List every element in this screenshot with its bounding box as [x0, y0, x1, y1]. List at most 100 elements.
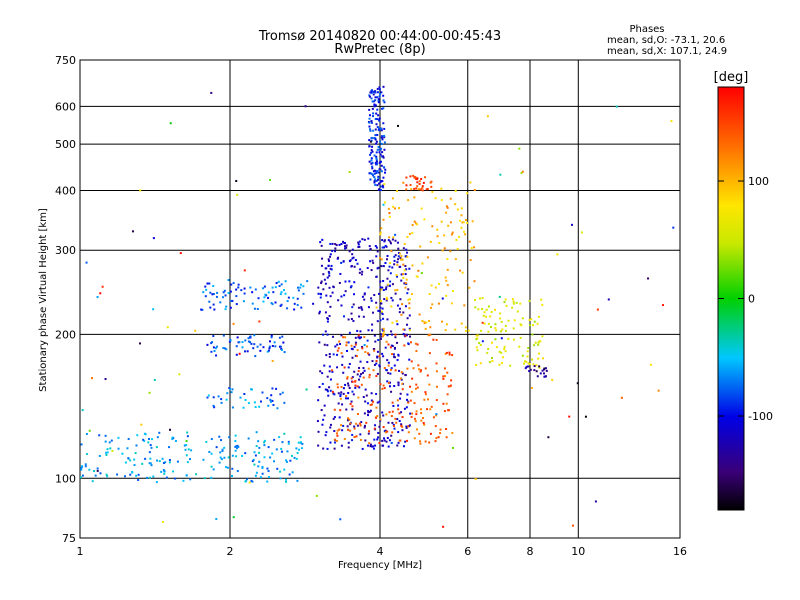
data-point	[376, 91, 379, 94]
data-point	[329, 423, 332, 426]
data-point	[322, 418, 325, 421]
data-point	[362, 396, 365, 399]
data-point	[486, 115, 489, 118]
data-point	[396, 263, 399, 266]
data-point	[348, 280, 351, 283]
data-point	[383, 298, 386, 301]
data-point	[405, 188, 408, 191]
data-point	[469, 181, 472, 184]
data-point	[376, 118, 379, 121]
data-point	[377, 309, 380, 312]
data-point	[220, 458, 223, 461]
data-point	[280, 447, 283, 450]
data-point	[336, 434, 339, 437]
data-point	[133, 458, 136, 461]
data-point	[367, 410, 370, 413]
data-point	[230, 283, 233, 286]
data-point	[381, 411, 384, 414]
data-point	[381, 184, 384, 187]
data-point	[354, 336, 357, 339]
data-point	[297, 286, 300, 289]
data-point	[236, 470, 239, 473]
data-point	[212, 293, 215, 296]
data-point	[473, 246, 476, 249]
data-point	[544, 367, 547, 370]
data-point	[331, 242, 334, 245]
data-point	[449, 197, 452, 200]
data-point	[389, 280, 392, 283]
data-point	[296, 303, 299, 306]
data-point	[356, 329, 359, 332]
data-point	[359, 268, 362, 271]
data-point	[380, 185, 383, 188]
data-point	[533, 344, 536, 347]
data-point	[383, 127, 386, 130]
data-point	[411, 264, 414, 267]
data-point	[185, 454, 188, 457]
data-point	[282, 289, 285, 292]
data-point	[346, 428, 349, 431]
data-point	[276, 467, 279, 470]
data-point	[323, 404, 326, 407]
data-point	[160, 470, 163, 473]
data-point	[345, 344, 348, 347]
data-point	[381, 387, 384, 390]
data-point	[446, 258, 449, 261]
data-point	[212, 468, 215, 471]
data-point	[293, 456, 296, 459]
data-point	[373, 347, 376, 350]
data-point	[222, 334, 225, 337]
data-point	[262, 287, 265, 290]
data-point	[355, 422, 358, 425]
data-point	[416, 178, 419, 181]
data-point	[374, 128, 377, 131]
data-point	[369, 247, 372, 250]
data-point	[487, 330, 490, 333]
data-point	[152, 308, 155, 311]
data-point	[351, 253, 354, 256]
data-point	[371, 107, 374, 110]
data-point	[285, 478, 288, 481]
data-point	[446, 268, 449, 271]
data-point	[169, 122, 172, 125]
data-point	[405, 176, 408, 179]
data-point	[326, 390, 329, 393]
data-point	[507, 319, 510, 322]
data-point	[376, 350, 379, 353]
data-point	[234, 449, 237, 452]
data-point	[375, 275, 378, 278]
data-point	[527, 365, 530, 368]
data-point	[252, 458, 255, 461]
data-point	[331, 369, 334, 372]
data-point	[391, 401, 394, 404]
data-point	[346, 377, 349, 380]
data-point	[571, 223, 574, 226]
data-point	[440, 220, 443, 223]
data-point	[350, 347, 353, 350]
data-point	[351, 380, 354, 383]
data-point	[378, 95, 381, 98]
data-point	[491, 359, 494, 362]
data-point	[152, 237, 155, 240]
data-point	[405, 248, 408, 251]
data-point	[515, 301, 518, 304]
data-point	[377, 127, 380, 130]
data-point	[394, 233, 397, 236]
data-point	[366, 352, 369, 355]
data-point	[387, 343, 390, 346]
data-point	[364, 439, 367, 442]
data-point	[126, 447, 129, 450]
data-point	[405, 426, 408, 429]
data-point	[334, 243, 337, 246]
data-point	[254, 288, 257, 291]
data-point	[528, 319, 531, 322]
data-point	[249, 336, 252, 339]
data-point	[382, 99, 385, 102]
data-point	[481, 340, 484, 343]
data-point	[127, 457, 130, 460]
data-point	[284, 292, 287, 295]
data-point	[360, 373, 363, 376]
data-point	[535, 370, 538, 373]
data-point	[361, 295, 364, 298]
data-point	[81, 465, 84, 468]
